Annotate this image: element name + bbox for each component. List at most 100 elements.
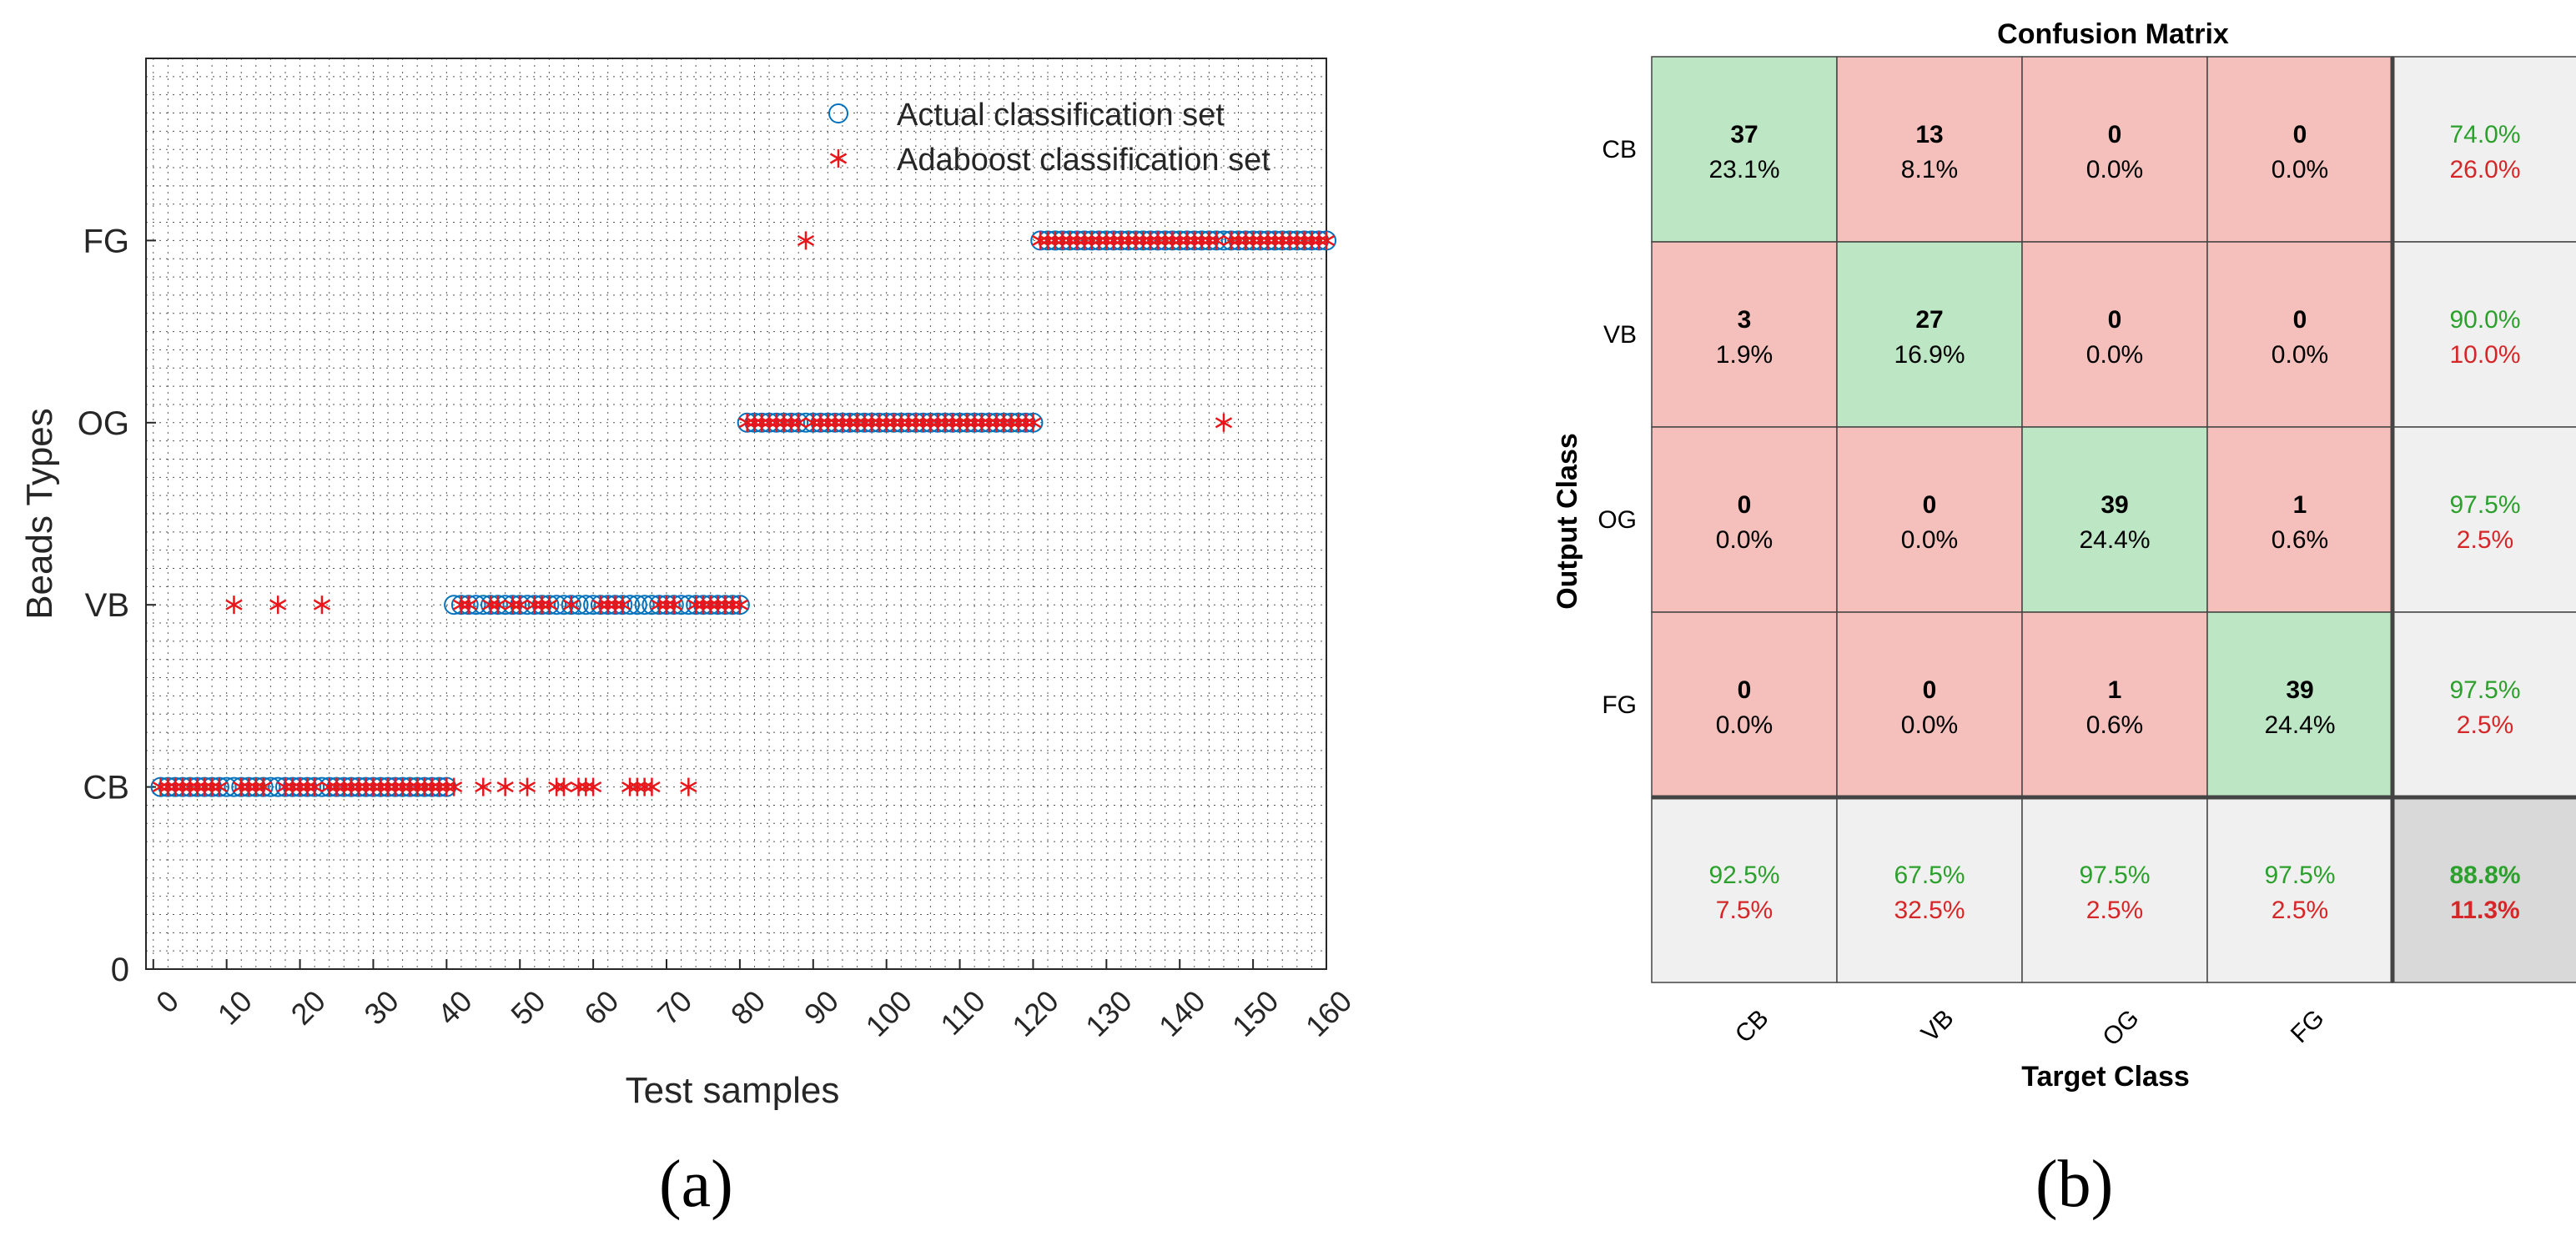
matrix-cell-top: 0 — [1923, 676, 1937, 704]
matrix-cell-bottom: 0.0% — [2086, 156, 2143, 183]
scatter-panel: 0 10 20 30 40 50 60 70 80 90 100 110 120 130 140 150 160… — [19, 58, 1359, 1111]
col-summary-cell-bottom: 2.5% — [2086, 897, 2143, 924]
adaboost-point — [723, 595, 742, 615]
matrix-cell-top: 39 — [2286, 676, 2313, 704]
row-summary-cell-top: 97.5% — [2449, 491, 2520, 519]
x-tick-label: 110 — [933, 983, 992, 1042]
adaboost-point — [1127, 231, 1145, 250]
matrix-cell-bottom: 0.0% — [2272, 341, 2328, 369]
adaboost-point — [1215, 413, 1233, 432]
adaboost-point — [746, 413, 763, 432]
adaboost-point — [335, 777, 353, 796]
adaboost-point — [328, 777, 345, 796]
adaboost-point — [562, 595, 580, 615]
x-tick-label: 0 — [149, 983, 185, 1019]
x-tick-label: 20 — [284, 983, 332, 1031]
adaboost-point — [922, 413, 939, 432]
y-tick-label: CB — [83, 770, 129, 806]
adaboost-point — [651, 595, 668, 615]
overall-cell-bottom: 11.3% — [2450, 897, 2519, 924]
adaboost-point — [254, 777, 272, 796]
matrix-cell-bottom: 24.4% — [2264, 711, 2335, 739]
adaboost-point — [1266, 231, 1284, 250]
matrix-cell-bottom: 1.9% — [1716, 341, 1773, 369]
col-summary-cell-bg — [2206, 796, 2393, 983]
adaboost-point — [1193, 231, 1210, 250]
adaboost-point — [606, 595, 624, 615]
adaboost-point — [1098, 231, 1115, 250]
matrix-cell-bg — [2206, 56, 2393, 243]
x-tick-label: 70 — [651, 983, 698, 1031]
matrix-cell-bottom: 0.0% — [1901, 526, 1958, 554]
adaboost-point — [1032, 231, 1049, 250]
scatter-chart: 0 10 20 30 40 50 60 70 80 90 100 110 120 130 140 150 160… — [19, 58, 1359, 1111]
adaboost-point — [533, 595, 551, 615]
col-summary-cell-bottom: 7.5% — [1716, 897, 1773, 924]
adaboost-point — [973, 413, 991, 432]
adaboost-point — [833, 413, 852, 432]
adaboost-point — [943, 413, 961, 432]
adaboost-point — [702, 595, 719, 615]
adaboost-point — [636, 777, 653, 796]
adaboost-point — [203, 777, 221, 796]
axis-ticks: 0 10 20 30 40 50 60 70 80 90 100 110 120 130 140 150 160… — [78, 223, 1359, 1043]
adaboost-point — [819, 413, 837, 432]
x-tick-label: 130 — [1079, 983, 1138, 1043]
matrix-cell-bg — [2021, 611, 2208, 798]
matrix-cell-bottom: 0.0% — [1716, 526, 1773, 554]
col-class-label: OG — [2097, 1004, 2144, 1051]
matrix-cell-bg — [1836, 426, 2023, 613]
row-summary-cell-bg — [2392, 56, 2576, 243]
col-class-label: VB — [1916, 1004, 1960, 1048]
matrix-cell-bottom: 24.4% — [2079, 526, 2150, 554]
matrix-cell-top: 37 — [1730, 121, 1758, 148]
row-class-label: VB — [1603, 321, 1637, 349]
adaboost-point — [1185, 231, 1203, 250]
x-tick-label: 120 — [1005, 983, 1064, 1043]
adaboost-point — [856, 413, 873, 432]
row-summary-cell-top: 74.0% — [2449, 121, 2520, 148]
row-summary-cell-bg — [2392, 426, 2576, 613]
adaboost-point — [841, 413, 858, 432]
row-summary-cell-bottom: 2.5% — [2457, 526, 2513, 554]
matrix-cells: 37 23.1% 13 8.1% 0 0.0% 0 0.0% 74.0% 26.0% 3 1.9% 27… — [1651, 56, 2576, 983]
x-tick-label: 160 — [1299, 983, 1358, 1043]
x-tick-label: 100 — [859, 983, 918, 1043]
adaboost-point — [196, 777, 214, 796]
adaboost-point — [1237, 231, 1255, 250]
adaboost-point — [291, 777, 309, 796]
col-summary-cell-bg — [2021, 796, 2208, 983]
adaboost-point — [320, 777, 338, 796]
adaboost-point — [350, 777, 368, 796]
adaboost-point — [1112, 231, 1130, 250]
adaboost-point — [1208, 231, 1225, 250]
adaboost-point — [438, 777, 455, 796]
adaboost-point — [804, 413, 822, 432]
adaboost-point — [409, 777, 426, 796]
adaboost-point — [628, 777, 647, 796]
y-tick-label: OG — [78, 405, 129, 442]
adaboost-point — [526, 595, 543, 615]
confusion-matrix-panel: Confusion Matrix 37 23.1% 13 8.1% 0 0.0% 0 0.0%… — [1485, 0, 2576, 1241]
matrix-cell-bottom: 0.0% — [2086, 341, 2143, 369]
adaboost-point — [738, 413, 756, 432]
adaboost-point — [181, 777, 199, 796]
matrix-cell-top: 1 — [2293, 491, 2307, 519]
adaboost-point — [717, 595, 734, 615]
y-axis-label: Output Class — [1552, 433, 1583, 610]
adaboost-point — [541, 595, 558, 615]
adaboost-point — [1178, 231, 1196, 250]
col-summary-cell-bottom: 32.5% — [1894, 897, 1965, 924]
adaboost-point — [1149, 231, 1167, 250]
adaboost-point — [1222, 231, 1240, 250]
adaboost-point — [460, 595, 477, 615]
x-tick-label: 30 — [357, 983, 405, 1031]
adaboost-point — [430, 777, 448, 796]
col-summary-cell-top: 97.5% — [2264, 862, 2335, 889]
adaboost-point — [1251, 231, 1270, 250]
x-tick-label: 150 — [1225, 983, 1285, 1043]
row-summary-cell-bottom: 10.0% — [2449, 341, 2520, 369]
adaboost-point — [1017, 413, 1034, 432]
adaboost-point — [1259, 231, 1276, 250]
col-summary-cell-top: 67.5% — [1894, 862, 1965, 889]
